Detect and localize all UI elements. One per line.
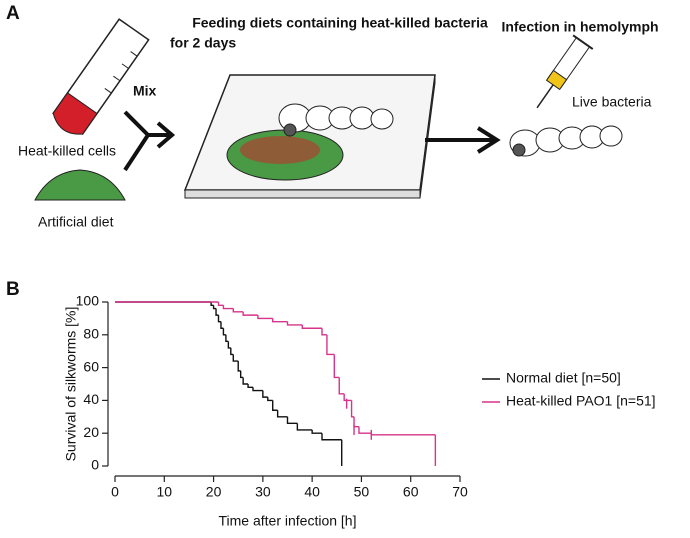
chart: 0 20 40 60 80 100 0 10 20 30 40 50 60 70 Time after in…	[63, 293, 656, 529]
step	[227, 341, 231, 349]
x-tick-label: 30	[255, 484, 271, 500]
step	[232, 308, 244, 313]
step	[215, 308, 219, 316]
tube	[52, 18, 150, 136]
step	[333, 354, 340, 379]
y-tick-label: 20	[83, 424, 99, 440]
x-tick-label: 10	[156, 484, 172, 500]
feeding-subtitle: for 2 days	[170, 35, 236, 51]
arrow	[425, 126, 501, 154]
step	[272, 400, 278, 411]
syringe	[536, 34, 594, 109]
step	[296, 423, 313, 431]
x-tick-label: 70	[452, 484, 468, 500]
x-tick-label: 40	[304, 484, 320, 500]
step	[338, 377, 345, 395]
mix-arrow	[123, 110, 176, 172]
step	[286, 321, 303, 326]
step	[353, 416, 359, 428]
x-tick-label: 20	[206, 484, 222, 500]
legend-label: Normal diet [n=50]	[506, 370, 621, 386]
step	[252, 387, 263, 392]
x-tick-label: 60	[403, 484, 419, 500]
step	[242, 377, 249, 385]
step	[230, 347, 234, 356]
step	[217, 315, 221, 323]
step	[217, 302, 224, 306]
y-tick-label: 0	[91, 457, 99, 473]
y-tick-label: 40	[83, 391, 99, 407]
tray-edge	[184, 74, 436, 199]
step	[232, 354, 239, 362]
step	[220, 321, 224, 329]
diet-blob	[34, 169, 126, 201]
silkworm-infected	[509, 125, 623, 157]
x-axis-label: Time after infection [h]	[219, 513, 357, 529]
cells-label: Heat-killed cells	[18, 143, 116, 159]
step	[267, 397, 273, 402]
step	[212, 305, 217, 310]
step	[350, 400, 355, 418]
panel-label: B	[6, 279, 20, 300]
step	[343, 393, 352, 402]
diet-mixed	[240, 136, 320, 164]
step	[370, 433, 436, 436]
step	[321, 433, 342, 441]
step	[237, 361, 241, 372]
step	[247, 384, 253, 388]
y-tick-label: 100	[76, 293, 100, 309]
live-label: Live bacteria	[572, 94, 652, 110]
step	[210, 302, 214, 306]
feeding-title: Feeding diets containing heat-killed bac…	[192, 15, 488, 31]
mix-label: Mix	[133, 83, 157, 99]
y-axis-label: Survival of silkworms [%]	[63, 307, 79, 462]
step	[276, 410, 288, 418]
step	[222, 305, 234, 310]
step	[321, 328, 327, 336]
silkworm	[278, 103, 394, 137]
step	[262, 390, 268, 398]
infection-title: Infection in hemolymph	[501, 19, 658, 35]
x-tick-label: 50	[354, 484, 370, 500]
step	[286, 416, 298, 425]
step	[242, 311, 258, 316]
step	[272, 318, 288, 323]
step	[326, 334, 335, 356]
step	[311, 429, 322, 434]
step	[301, 324, 322, 329]
step	[239, 370, 244, 379]
panel-label: A	[6, 3, 20, 24]
step	[358, 426, 372, 434]
step	[257, 315, 273, 320]
step	[225, 334, 229, 343]
x-tick-label: 0	[111, 484, 119, 500]
y-tick-label: 80	[83, 326, 99, 342]
y-tick-label: 60	[83, 358, 99, 374]
step	[222, 328, 226, 336]
legend-label: Heat-killed PAO1 [n=51]	[506, 393, 656, 409]
diet-label: Artificial diet	[38, 214, 114, 230]
